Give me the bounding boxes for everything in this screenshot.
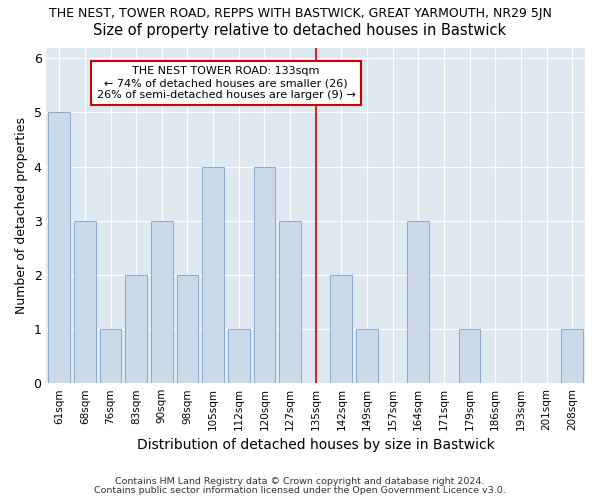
Text: Size of property relative to detached houses in Bastwick: Size of property relative to detached ho…: [94, 22, 506, 38]
Bar: [279, 221, 301, 383]
Bar: [331, 275, 352, 383]
Bar: [100, 329, 121, 383]
Bar: [49, 112, 70, 383]
Bar: [125, 275, 147, 383]
X-axis label: Distribution of detached houses by size in Bastwick: Distribution of detached houses by size …: [137, 438, 494, 452]
Bar: [74, 221, 96, 383]
Bar: [151, 221, 173, 383]
Bar: [458, 329, 481, 383]
Bar: [356, 329, 378, 383]
Bar: [202, 166, 224, 383]
Y-axis label: Number of detached properties: Number of detached properties: [15, 117, 28, 314]
Text: THE NEST, TOWER ROAD, REPPS WITH BASTWICK, GREAT YARMOUTH, NR29 5JN: THE NEST, TOWER ROAD, REPPS WITH BASTWIC…: [49, 8, 551, 20]
Text: Contains public sector information licensed under the Open Government Licence v3: Contains public sector information licen…: [94, 486, 506, 495]
Bar: [176, 275, 199, 383]
Bar: [254, 166, 275, 383]
Bar: [407, 221, 429, 383]
Text: Contains HM Land Registry data © Crown copyright and database right 2024.: Contains HM Land Registry data © Crown c…: [115, 477, 485, 486]
Text: THE NEST TOWER ROAD: 133sqm
← 74% of detached houses are smaller (26)
26% of sem: THE NEST TOWER ROAD: 133sqm ← 74% of det…: [97, 66, 355, 100]
Bar: [561, 329, 583, 383]
Bar: [228, 329, 250, 383]
